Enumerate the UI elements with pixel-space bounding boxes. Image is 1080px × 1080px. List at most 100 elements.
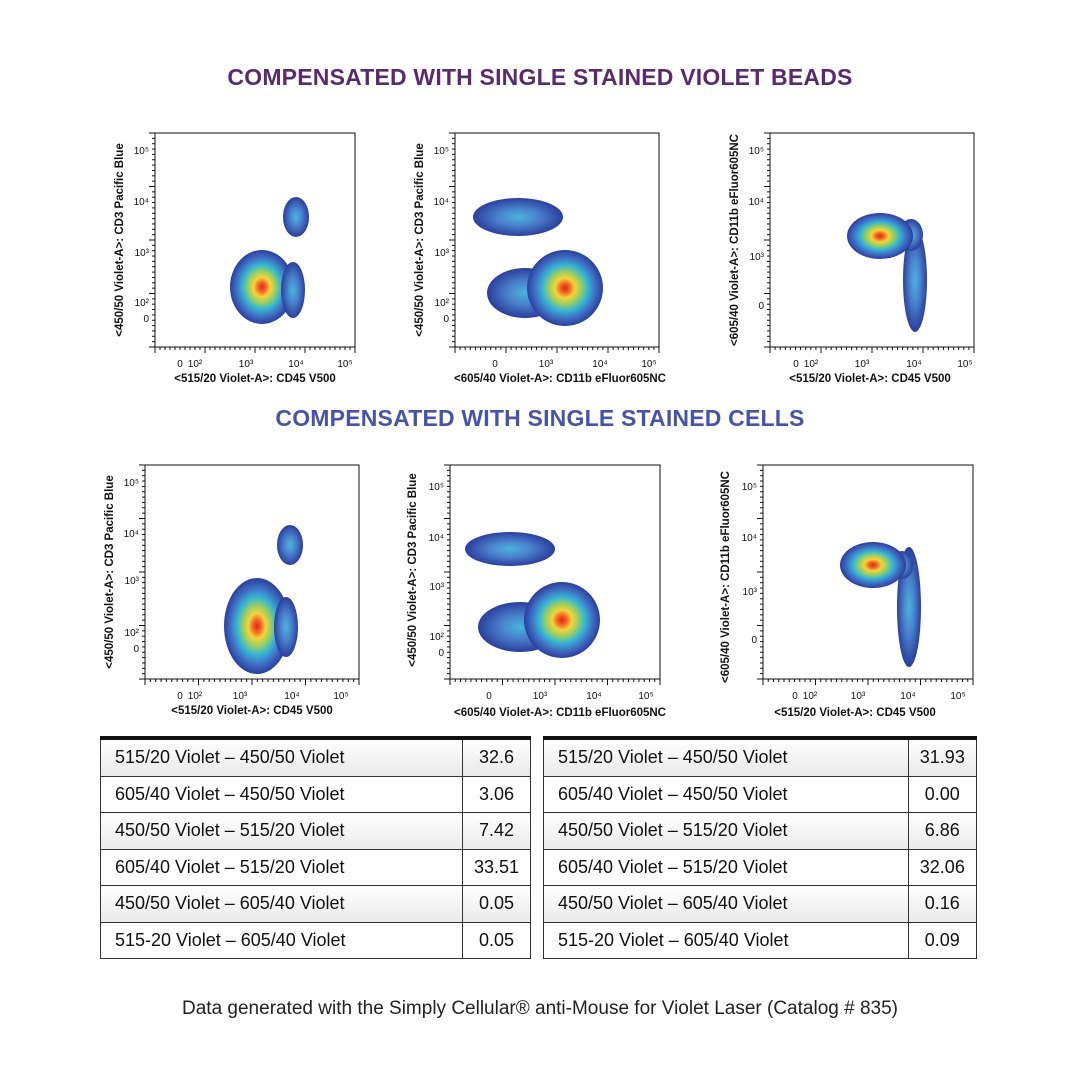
table-cell-pair: 605/40 Violet – 515/20 Violet	[99, 848, 464, 886]
y-tick-label: 0	[133, 644, 139, 655]
y-tick-label: 10³	[135, 248, 150, 259]
plot-cells-cd3-vs-cd11b: 10⁵ 10⁴ 10³ 10² 0 0 10³ 10⁴ 10⁵ <605/40 …	[407, 464, 666, 719]
table-cell-value: 0.05	[462, 921, 531, 959]
density-blobs	[465, 532, 600, 658]
table-cell-pair: 450/50 Violet – 605/40 Violet	[543, 885, 909, 923]
table-row: 605/40 Violet – 515/20 Violet 32.06	[543, 848, 978, 886]
x-axis-label: <605/40 Violet-A>: CD11b eFluor605NC	[454, 373, 666, 385]
density-blobs	[230, 197, 309, 324]
table-cell-value: 0.16	[907, 885, 978, 923]
x-tick-label: 10⁴	[586, 691, 601, 702]
table-cell-value: 7.42	[462, 812, 531, 850]
y-tick-label: 10³	[430, 582, 445, 593]
table-cell-value: 32.6	[462, 737, 531, 777]
table-cell-value: 0.05	[462, 885, 531, 923]
density-population	[473, 198, 563, 236]
y-tick-label: 10⁵	[124, 478, 139, 489]
plot-beads-cd11b-vs-cd45: 10⁵ 10⁴ 10³ 0 0 10² 10³ 10⁴ 10⁵ <515/20 …	[729, 132, 975, 385]
density-population	[277, 525, 303, 565]
table-row: 605/40 Violet – 450/50 Violet 0.00	[543, 775, 978, 813]
x-tick-label: 10⁵	[641, 359, 656, 370]
x-tick-label: 10⁴	[906, 359, 921, 370]
density-population	[274, 597, 298, 657]
density-population	[281, 262, 305, 318]
x-tick-label: 0	[486, 691, 492, 702]
y-axis-label: <450/50 Violet-A>: CD3 Pacific Blue	[414, 143, 426, 336]
x-tick-label: 10⁴	[284, 691, 299, 702]
x-tick-label: 10⁴	[900, 691, 915, 702]
y-tick-label: 10²	[430, 632, 445, 643]
cells-heading: COMPENSATED WITH SINGLE STAINED CELLS	[275, 405, 805, 431]
density-population	[847, 213, 913, 259]
x-tick-label: 0	[792, 691, 798, 702]
y-tick-label: 0	[438, 648, 444, 659]
plot-beads-cd3-vs-cd45: 10⁵ 10⁴ 10³ 10² 0 0 10² 10³ 10⁴ 10⁵ <515…	[114, 132, 356, 385]
density-population	[465, 532, 555, 566]
density-population	[903, 228, 927, 332]
y-tick-label: 10²	[125, 628, 140, 639]
table-cell-pair: 515-20 Violet – 605/40 Violet	[543, 921, 909, 959]
y-tick-label: 10²	[135, 298, 150, 309]
table-row: 515/20 Violet – 450/50 Violet 32.6	[99, 737, 531, 777]
table-cell-pair: 605/40 Violet – 450/50 Violet	[543, 775, 909, 813]
table-cell-pair: 605/40 Violet – 515/20 Violet	[543, 848, 909, 886]
x-tick-label: 10³	[539, 359, 554, 370]
table-row: 515-20 Violet – 605/40 Violet 0.05	[99, 921, 531, 959]
x-tick-label: 10⁵	[957, 359, 972, 370]
x-axis-label: <515/20 Violet-A>: CD45 V500	[174, 373, 336, 385]
table-cell-value: 0.00	[907, 775, 978, 813]
table-row: 450/50 Violet – 515/20 Violet 6.86	[543, 812, 978, 850]
footer-note: Data generated with the Simply Cellular®…	[182, 998, 898, 1019]
y-tick-label: 0	[758, 301, 764, 312]
x-tick-label: 10⁴	[288, 359, 303, 370]
density-population	[840, 542, 906, 588]
y-tick-label: 10⁴	[749, 197, 764, 208]
x-tick-label: 0	[177, 359, 183, 370]
x-axis-label: <515/20 Violet-A>: CD45 V500	[789, 373, 951, 385]
table-cell-value: 32.06	[907, 848, 978, 886]
y-tick-label: 10⁵	[134, 146, 149, 157]
cells-spillover-table: 515/20 Violet – 450/50 Violet 31.93 605/4…	[543, 736, 978, 959]
x-tick-label: 10³	[855, 359, 870, 370]
x-tick-label: 10²	[188, 691, 203, 702]
y-tick-label: 10⁴	[429, 533, 444, 544]
y-tick-label: 10³	[743, 587, 758, 598]
x-tick-label: 0	[793, 359, 799, 370]
plot-cells-cd11b-vs-cd45: 10⁵ 10⁴ 10³ 0 0 10² 10³ 10⁴ 10⁵ <515/20 …	[720, 464, 974, 719]
density-population	[283, 197, 309, 237]
beads-heading: COMPENSATED WITH SINGLE STAINED VIOLET B…	[227, 64, 853, 90]
table-row: 450/50 Violet – 605/40 Violet 0.05	[99, 885, 531, 923]
x-tick-label: 10³	[533, 691, 548, 702]
y-tick-label: 0	[143, 314, 149, 325]
beads-spillover-table: 515/20 Violet – 450/50 Violet 32.6 605/40…	[99, 736, 531, 959]
y-tick-label: 10⁵	[434, 146, 449, 157]
x-tick-label: 10⁵	[638, 691, 653, 702]
y-tick-label: 10⁴	[124, 529, 139, 540]
table-cell-pair: 605/40 Violet – 450/50 Violet	[99, 775, 464, 813]
y-axis-label: <450/50 Violet-A>: CD3 Pacific Blue	[407, 473, 419, 666]
x-tick-label: 10³	[851, 691, 866, 702]
density-blobs	[473, 198, 603, 326]
table-cell-pair: 450/50 Violet – 515/20 Violet	[543, 812, 909, 850]
x-axis-label: <605/40 Violet-A>: CD11b eFluor605NC	[454, 707, 666, 719]
y-axis-label: <450/50 Violet-A>: CD3 Pacific Blue	[104, 475, 116, 668]
table-cell-pair: 450/50 Violet – 605/40 Violet	[99, 885, 464, 923]
table-cell-value: 3.06	[462, 775, 531, 813]
density-blobs	[840, 542, 921, 667]
density-population	[230, 250, 294, 324]
table-row: 450/50 Violet – 515/20 Violet 7.42	[99, 812, 531, 850]
table-row: 515/20 Violet – 450/50 Violet 31.93	[543, 737, 978, 777]
table-cell-value: 6.86	[907, 812, 978, 850]
y-tick-label: 10⁵	[749, 146, 764, 157]
x-tick-label: 10²	[188, 359, 203, 370]
x-tick-label: 10³	[239, 359, 254, 370]
x-tick-label: 10⁵	[337, 359, 352, 370]
x-tick-label: 10²	[804, 359, 819, 370]
plot-beads-cd3-vs-cd11b: 10⁵ 10⁴ 10³ 10² 0 0 10³ 10⁴ 10⁵ <605/40 …	[414, 132, 666, 385]
density-population	[224, 578, 290, 674]
x-tick-label: 10³	[233, 691, 248, 702]
x-axis-label: <515/20 Violet-A>: CD45 V500	[774, 707, 936, 719]
x-tick-label: 0	[177, 691, 183, 702]
x-tick-label: 10⁴	[592, 359, 607, 370]
plot-cells-cd3-vs-cd45: 10⁵ 10⁴ 10³ 10² 0 0 10² 10³ 10⁴ 10⁵ <515…	[104, 464, 360, 717]
